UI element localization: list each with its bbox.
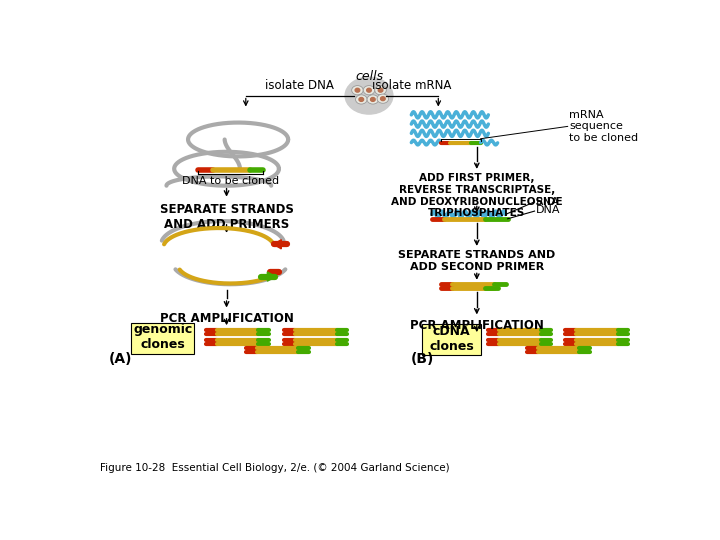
Ellipse shape [359,98,364,102]
Ellipse shape [371,98,375,102]
Text: PCR AMPLIFICATION: PCR AMPLIFICATION [160,312,294,325]
Text: PCR AMPLIFICATION: PCR AMPLIFICATION [410,319,544,332]
Text: isolate DNA: isolate DNA [265,79,334,92]
Text: cells: cells [355,70,383,83]
Ellipse shape [345,77,393,114]
Ellipse shape [375,85,387,95]
Text: SEPARATE STRANDS
AND ADD PRIMERS: SEPARATE STRANDS AND ADD PRIMERS [160,202,294,231]
Ellipse shape [378,88,383,92]
Ellipse shape [355,88,360,92]
Text: RNA: RNA [536,197,560,207]
Polygon shape [274,240,282,249]
Text: DNA: DNA [536,205,561,215]
Text: Figure 10-28  Essential Cell Biology, 2/e. (© 2004 Garland Science): Figure 10-28 Essential Cell Biology, 2/e… [99,463,449,473]
Text: DNA to be cloned: DNA to be cloned [182,176,279,186]
Text: cDNA
clones: cDNA clones [429,325,474,353]
FancyBboxPatch shape [422,325,482,355]
Text: (A): (A) [109,352,132,366]
Polygon shape [267,272,275,281]
Ellipse shape [381,97,385,100]
Ellipse shape [351,85,363,95]
Ellipse shape [356,95,367,104]
Text: ADD FIRST PRIMER,
REVERSE TRANSCRIPTASE,
AND DEOXYRIBONUCLEOSIDE
TRIPHOSPHATES: ADD FIRST PRIMER, REVERSE TRANSCRIPTASE,… [391,173,562,218]
Text: (B): (B) [410,352,434,366]
Ellipse shape [366,88,372,92]
Ellipse shape [363,85,375,95]
Text: mRNA
sequence
to be cloned: mRNA sequence to be cloned [570,110,639,143]
Ellipse shape [367,95,379,104]
Text: isolate mRNA: isolate mRNA [372,79,452,92]
Ellipse shape [377,94,389,103]
Text: SEPARATE STRANDS AND
ADD SECOND PRIMER: SEPARATE STRANDS AND ADD SECOND PRIMER [398,251,555,272]
FancyBboxPatch shape [131,323,194,354]
Text: genomic
clones: genomic clones [133,323,192,352]
